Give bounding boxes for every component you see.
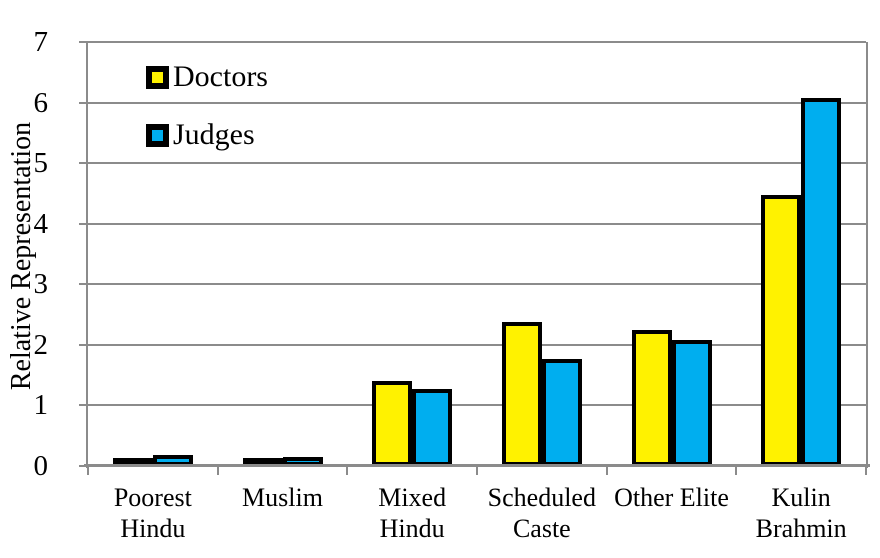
x-category-label-4: Other Elite [597,482,747,513]
bar-doctors-4 [631,330,672,466]
x-category-label-line: Hindu [120,514,186,543]
bar-doctors-2 [372,380,413,466]
y-tick-label-2: 2 [33,328,49,361]
gridline-2 [88,343,866,346]
bar-judges-1 [282,456,323,466]
x-category-label-5: Kulin Brahmin [726,482,876,544]
x-tick-0 [87,466,89,475]
legend-item-doctors: Doctors [146,62,268,92]
x-category-label-line: Poorest [113,483,192,512]
x-category-label-line: Caste [512,514,571,543]
gridline-3 [88,283,866,286]
x-category-label-1: Muslim [208,482,358,513]
legend-label-judges: Judges [173,118,255,151]
y-tick-0 [79,465,88,467]
x-category-label-3: Scheduled Caste [467,482,617,544]
right-border-line [866,42,868,468]
x-category-label-line: Mixed [378,483,447,512]
bar-judges-4 [671,340,712,466]
x-category-label-line: Muslim [242,483,323,512]
y-tick-3 [79,283,88,286]
y-tick-label-0: 0 [33,450,49,482]
x-tick-2 [346,466,349,475]
x-tick-1 [216,466,219,475]
y-tick-label-4: 4 [33,207,49,240]
y-tick-2 [79,343,88,346]
x-category-label-0: Poorest Hindu [78,482,228,544]
y-tick-label-3: 3 [33,268,49,301]
y-tick-label-6: 6 [33,86,49,119]
gridline-7 [88,41,866,43]
legend-label-doctors: Doctors [173,60,268,93]
x-category-label-line: Hindu [379,514,445,543]
y-tick-label-5: 5 [33,147,49,180]
bar-judges-3 [541,359,582,466]
y-tick-label-7: 7 [33,26,49,58]
bar-doctors-5 [761,195,802,466]
legend-marker-doctors [146,65,169,89]
y-tick-4 [79,222,88,225]
x-category-label-line: Scheduled [487,483,596,512]
legend-swatch-color [152,71,163,83]
legend-item-judges: Judges [146,120,268,150]
legend-marker-judges [146,123,169,147]
gridline-6 [88,101,866,104]
gridline-1 [88,404,866,407]
legend-swatch-color [152,129,163,141]
y-tick-5 [79,162,88,165]
y-tick-7 [79,41,88,43]
y-tick-1 [79,404,88,407]
bar-judges-2 [412,389,453,466]
gridline-5 [88,162,866,165]
x-category-label-line: Brahmin [755,514,847,543]
x-tick-6 [865,466,867,475]
x-tick-3 [476,466,478,475]
bar-judges-5 [801,97,842,466]
x-tick-4 [605,466,608,475]
x-axis-line [84,464,870,467]
legend: Doctors Judges [146,62,268,178]
gridline-4 [88,222,866,225]
x-category-label-line: Other Elite [614,483,729,512]
x-category-label-2: Mixed Hindu [337,482,487,544]
y-axis-line [86,42,88,468]
x-category-label-line: Kulin [771,483,831,512]
y-tick-6 [79,101,88,104]
y-tick-label-1: 1 [33,389,49,422]
x-tick-5 [735,466,738,475]
bar-doctors-3 [501,321,542,466]
